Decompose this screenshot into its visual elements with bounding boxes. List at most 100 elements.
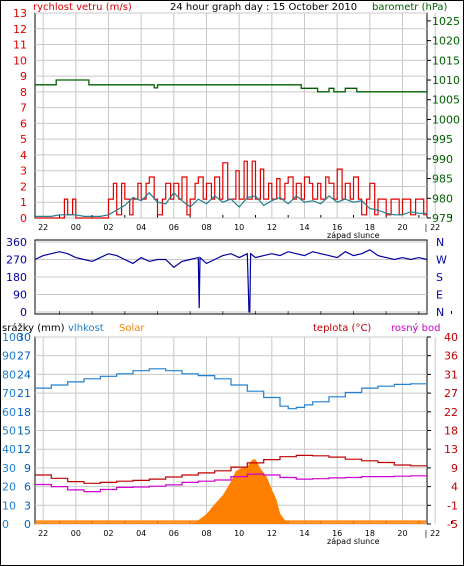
wind-tick-label: 13 bbox=[13, 7, 27, 20]
temp-tick-label: 13 bbox=[444, 443, 458, 456]
x-tick-label: 00 bbox=[71, 223, 81, 232]
x-tick-label: 12 bbox=[267, 529, 277, 538]
wind-tick-label: 6 bbox=[20, 117, 27, 130]
chart-title: 24 hour graph day : 15 October 2010 bbox=[170, 2, 357, 13]
compass-tick-label: W bbox=[436, 254, 447, 267]
solar-baseline-band bbox=[36, 520, 426, 524]
x-tick-label: 22 bbox=[430, 223, 440, 232]
humidity-tick-label: 70 bbox=[2, 387, 16, 400]
rain-axis-label: srážky (mm) bbox=[2, 322, 65, 334]
humidity-tick-label: 30 bbox=[2, 462, 16, 475]
x-tick-label: 18 bbox=[365, 529, 375, 538]
wind-tick-label: 1 bbox=[20, 196, 27, 209]
barometer-series bbox=[35, 79, 427, 93]
wind-axis-label: rychlost vetru (m/s) bbox=[33, 2, 132, 13]
x-tick-label: 08 bbox=[201, 529, 211, 538]
rain-tick-label: 24 bbox=[17, 368, 31, 381]
sunset-label-bottom: západ slunce bbox=[327, 537, 380, 546]
baro-tick-label: 1010 bbox=[432, 74, 460, 87]
baro-axis-label: barometr (hPa) bbox=[372, 2, 448, 13]
humidity-tick-label: 60 bbox=[2, 406, 16, 419]
wind-tick-label: 7 bbox=[20, 102, 27, 115]
temp-tick-label: -5 bbox=[447, 518, 458, 531]
baro-tick-label: 995 bbox=[432, 133, 453, 146]
direction-tick-label: 90 bbox=[13, 289, 27, 302]
direction-tick-label: 0 bbox=[20, 306, 27, 319]
humidity-series bbox=[35, 368, 428, 410]
dewpoint-series bbox=[35, 473, 427, 493]
x-tick-label: 22 bbox=[38, 529, 48, 538]
baro-tick-label: 985 bbox=[432, 173, 453, 186]
temp-tick-label: 18 bbox=[444, 425, 458, 438]
humidity-tick-label: 90 bbox=[2, 350, 16, 363]
temperature-label: teplota (°C) bbox=[313, 323, 371, 334]
dewpoint-label: rosný bod bbox=[391, 322, 440, 334]
wind-baro-panel: 22 00 02 04 06 08 10 12 14 16 18 20 22|0123456789101… bbox=[13, 7, 460, 232]
x-tick-label: 10 bbox=[234, 529, 244, 538]
sunset-label-top: západ slunce bbox=[327, 231, 380, 240]
temp-tick-label: 9 bbox=[451, 462, 458, 475]
compass-tick-label: E bbox=[436, 289, 443, 302]
x-tick-label: 06 bbox=[169, 529, 179, 538]
humidity-label: vlhkost bbox=[68, 323, 104, 334]
x-tick-label: 14 bbox=[299, 223, 309, 232]
x-tick-label: 00 bbox=[71, 529, 81, 538]
rain-tick-label: 27 bbox=[17, 350, 31, 363]
x-tick-label: 20 bbox=[397, 529, 407, 538]
temp-tick-label: 36 bbox=[444, 350, 458, 363]
wind-tick-label: 10 bbox=[13, 54, 27, 67]
humidity-tick-label: 40 bbox=[2, 443, 16, 456]
x-tick-label: 18 bbox=[365, 223, 375, 232]
panel1-plot-area bbox=[34, 12, 428, 219]
temp-tick-label: -1 bbox=[447, 499, 458, 512]
rain-tick-label: 12 bbox=[17, 443, 31, 456]
temp-tick-label: 31 bbox=[444, 368, 458, 381]
wind-tick-label: 0 bbox=[20, 212, 27, 225]
rain-tick-label: 9 bbox=[24, 462, 31, 475]
baro-tick-label: 980 bbox=[432, 192, 453, 205]
humidity-tick-label: 0 bbox=[2, 518, 9, 531]
x-tick-label: 08 bbox=[201, 223, 211, 232]
temp-humidity-panel: 22 00 02 04 06 08 10 12 14 16 18 20 22|0 010 320 630 940… bbox=[2, 331, 458, 538]
baro-tick-label: 1020 bbox=[432, 35, 460, 48]
x-tick-label: 14 bbox=[299, 529, 309, 538]
humidity-tick-label: 10 bbox=[2, 499, 16, 512]
temp-tick-label: 22 bbox=[444, 406, 458, 419]
rain-tick-label: 30 bbox=[17, 331, 31, 344]
wind-tick-label: 11 bbox=[13, 39, 27, 52]
direction-tick-label: 270 bbox=[6, 254, 27, 267]
x-tick-label: 02 bbox=[103, 223, 113, 232]
solar-label: Solar bbox=[119, 323, 145, 334]
rain-tick-label: 3 bbox=[24, 499, 31, 512]
x-end-mark: | bbox=[425, 529, 428, 538]
wind-tick-label: 4 bbox=[20, 149, 27, 162]
direction-tick-label: 180 bbox=[6, 271, 27, 284]
x-tick-label: 22 bbox=[38, 223, 48, 232]
temp-tick-label: 4 bbox=[451, 481, 458, 494]
wind-average-series bbox=[35, 191, 427, 217]
compass-tick-label: N bbox=[436, 236, 444, 249]
x-tick-label: 10 bbox=[234, 223, 244, 232]
temp-tick-label: 40 bbox=[444, 331, 458, 344]
baro-tick-label: 975 bbox=[432, 212, 453, 225]
wind-tick-label: 3 bbox=[20, 165, 27, 178]
wind-tick-label: 9 bbox=[20, 70, 27, 83]
x-tick-label: 02 bbox=[103, 529, 113, 538]
x-tick-label: 20 bbox=[397, 223, 407, 232]
wind-tick-label: 2 bbox=[20, 180, 27, 193]
temperature-series bbox=[35, 454, 427, 484]
x-tick-label: 22 bbox=[430, 529, 440, 538]
baro-tick-label: 1005 bbox=[432, 94, 460, 107]
rain-tick-label: 21 bbox=[17, 387, 31, 400]
humidity-tick-label: 100 bbox=[2, 331, 23, 344]
compass-tick-label: S bbox=[436, 271, 443, 284]
humidity-tick-label: 50 bbox=[2, 425, 16, 438]
wind-tick-label: 12 bbox=[13, 23, 27, 36]
solar-area bbox=[35, 459, 427, 524]
x-tick-label: 12 bbox=[267, 223, 277, 232]
x-tick-label: 16 bbox=[332, 529, 342, 538]
x-end-mark: | bbox=[425, 223, 428, 232]
compass-tick-label: N bbox=[436, 306, 444, 319]
